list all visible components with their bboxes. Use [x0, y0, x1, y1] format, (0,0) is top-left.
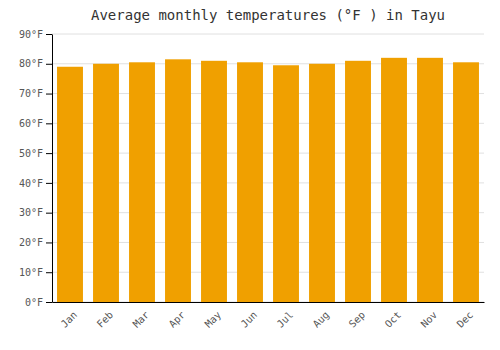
tick: 60°F	[19, 118, 52, 129]
tick-label: Feb	[95, 309, 116, 330]
y-axis: 0°F 10°F 20°F 30°F 40°F 50°F 60°F 70°F 80°F 90°F	[19, 29, 53, 308]
bar	[129, 62, 155, 302]
bar	[417, 58, 443, 302]
title: Average monthly temperatures (°F ) in Ta…	[91, 7, 445, 23]
tick-mark	[46, 153, 52, 154]
tick-mark	[46, 272, 52, 273]
plot: 0°F 10°F 20°F 30°F 40°F 50°F 60°F 70°F 80°F 90°F J…	[19, 29, 485, 330]
tick-label: 0°F	[25, 297, 43, 308]
tick-mark	[46, 94, 52, 95]
tick: Jun	[239, 309, 260, 330]
tick-label: Nov	[419, 309, 440, 330]
bar	[453, 62, 479, 302]
grid-line	[52, 34, 484, 35]
tick-label: May	[203, 309, 224, 330]
tick: Sep	[347, 309, 368, 330]
bar	[201, 61, 227, 302]
tick: Aug	[311, 309, 332, 330]
chart: 0°F 10°F 20°F 30°F 40°F 50°F 60°F 70°F 80°F 90°F J…	[0, 0, 500, 350]
bar	[309, 64, 335, 302]
bars	[57, 58, 479, 302]
tick: Feb	[95, 309, 116, 330]
grid	[52, 34, 484, 302]
tick: 70°F	[19, 88, 52, 99]
tick-label: 40°F	[19, 178, 43, 189]
tick: 20°F	[19, 237, 52, 248]
tick-label: Dec	[455, 309, 476, 330]
tick-label: 70°F	[19, 88, 43, 99]
tick: Apr	[167, 309, 188, 330]
tick-mark	[46, 302, 52, 303]
tick: 40°F	[19, 178, 52, 189]
tick: Jan	[59, 309, 80, 330]
tick-label: Sep	[347, 309, 368, 330]
bar	[165, 59, 191, 302]
tick-label: Mar	[131, 309, 152, 330]
tick-mark	[46, 213, 52, 214]
tick-label: Jun	[239, 309, 260, 330]
tick: 50°F	[19, 148, 52, 159]
tick-label: 80°F	[19, 58, 43, 69]
tick-label: 30°F	[19, 207, 43, 218]
tick: 90°F	[19, 29, 52, 40]
tick-label: 90°F	[19, 29, 43, 40]
tick: 30°F	[19, 207, 52, 218]
bar	[345, 61, 371, 302]
bar	[237, 62, 263, 302]
tick-mark	[46, 242, 52, 243]
tick: Mar	[131, 309, 152, 330]
bar	[273, 65, 299, 302]
bar	[381, 58, 407, 302]
x-axis: Jan Feb Mar Apr May Jun Jul Aug Sep Oct Nov Dec	[53, 303, 485, 330]
tick: May	[203, 309, 224, 330]
tick-label: 10°F	[19, 267, 43, 278]
tick-label: Jan	[59, 309, 80, 330]
tick-label: Aug	[311, 309, 332, 330]
tick-label: Apr	[167, 309, 188, 330]
axis-domain	[52, 35, 53, 303]
tick: Dec	[455, 309, 476, 330]
tick-mark	[46, 183, 52, 184]
axis-domain	[53, 302, 485, 303]
tick-label: Oct	[383, 309, 404, 330]
bar	[57, 67, 83, 302]
tick: 0°F	[25, 297, 52, 308]
tick-mark	[46, 34, 52, 35]
tick: Jul	[275, 309, 296, 330]
tick-label: Jul	[275, 309, 296, 330]
tick-mark	[46, 64, 52, 65]
tick: Oct	[383, 309, 404, 330]
tick-label: 50°F	[19, 148, 43, 159]
tick: 80°F	[19, 58, 52, 69]
tick-label: 60°F	[19, 118, 43, 129]
tick: 10°F	[19, 267, 52, 278]
tick-label: 20°F	[19, 237, 43, 248]
tick-mark	[46, 123, 52, 124]
bar	[93, 64, 119, 302]
tick: Nov	[419, 309, 440, 330]
